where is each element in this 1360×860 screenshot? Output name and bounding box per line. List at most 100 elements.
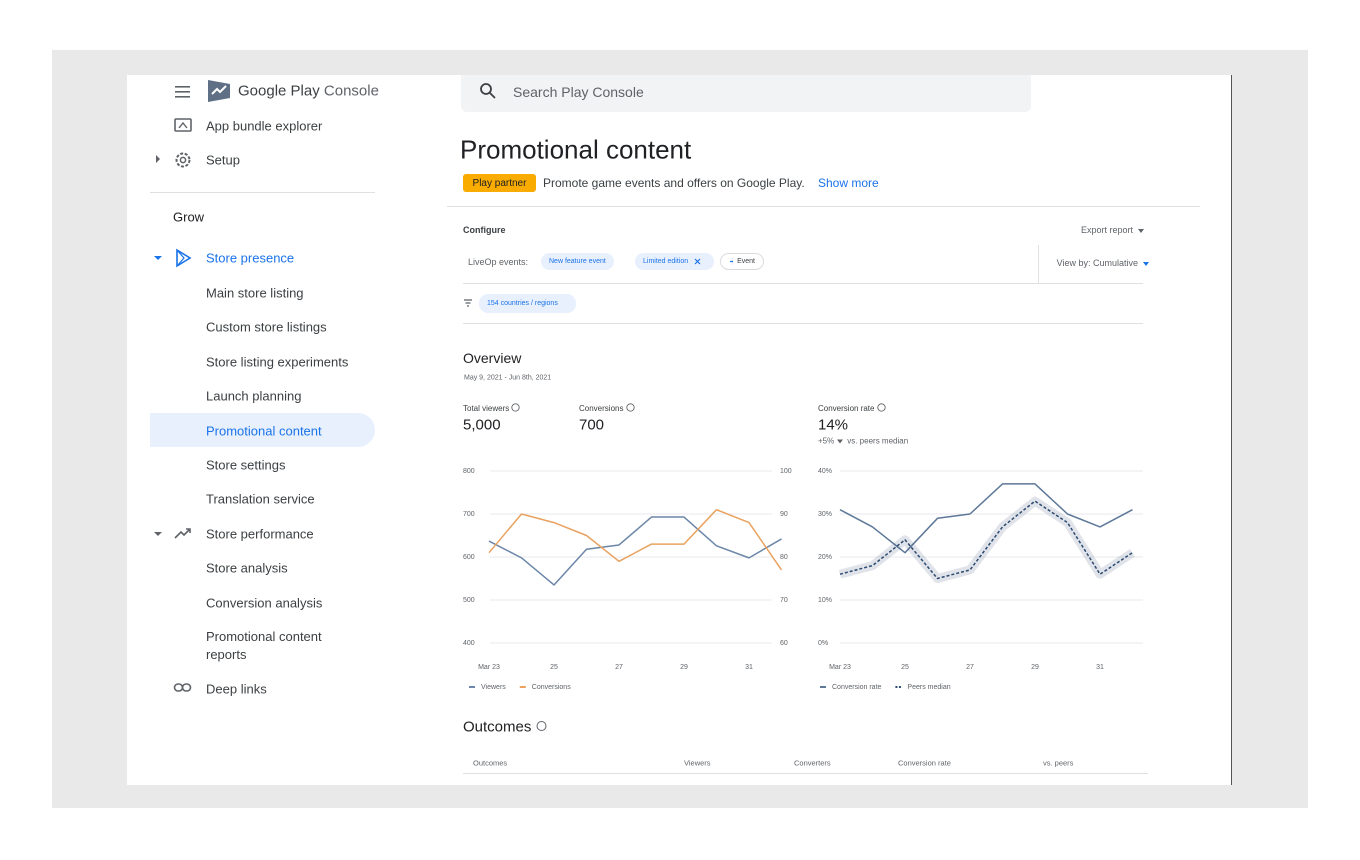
caret[interactable] [153, 530, 163, 538]
plus-icon [730, 258, 734, 265]
nav-item[interactable]: Promotional content reports [206, 629, 322, 662]
stat-label: Conversion rate [818, 403, 886, 413]
nav-item[interactable]: Store settings [206, 457, 286, 473]
description: Promote game events and offers on Google… [543, 176, 805, 190]
search-bar[interactable] [461, 75, 1031, 112]
x-tick-label: 25 [550, 664, 558, 671]
y-tick-label: 0% [818, 640, 828, 647]
view-by[interactable]: View by: Cumulative [1057, 258, 1149, 268]
legend-label: Viewers [481, 684, 506, 691]
configure-title: Configure [463, 225, 506, 235]
trend-icon [174, 528, 191, 539]
divider [463, 283, 1143, 284]
stat-delta: +5% vs. peers median [818, 437, 908, 446]
delta-note: vs. peers median [847, 436, 909, 446]
search-placeholder: Search Play Console [513, 84, 644, 100]
y2-tick-label: 80 [780, 554, 788, 561]
add-event-button[interactable]: Event [720, 253, 764, 270]
nav-item[interactable]: Store analysis [206, 560, 288, 576]
filter-chip[interactable]: 154 countries / regions [479, 294, 576, 313]
stat-value: 14% [818, 416, 849, 434]
column-header: vs. peers [1043, 758, 1074, 768]
nav-item[interactable]: Conversion analysis [206, 595, 323, 611]
y2-tick-label: 90 [780, 511, 788, 518]
chart: 400 500 600 700 800 60 70 80 90 100 Mar 23 25 27 29 31… [463, 468, 792, 691]
bundle-icon [174, 118, 192, 132]
link-icon [173, 683, 192, 692]
nav-item[interactable]: Store listing experiments [206, 354, 349, 370]
event-chip[interactable]: New feature event [541, 253, 614, 270]
view-by-label: View by: Cumulative [1056, 258, 1138, 268]
nav-item[interactable]: Launch planning [206, 388, 302, 404]
y-tick-label: 30% [818, 511, 832, 518]
series-line [488, 516, 782, 586]
chip-close[interactable] [693, 257, 702, 266]
y-tick-label: 40% [818, 468, 832, 475]
x-tick-label: Mar 23 [829, 664, 851, 671]
x-tick-label: 27 [966, 664, 974, 671]
export-report[interactable]: Export report [1081, 225, 1144, 235]
brand: Google Play Console [238, 83, 379, 100]
active-item-bg [150, 413, 375, 447]
x-tick-label: 31 [1096, 664, 1104, 671]
help-icon[interactable] [511, 403, 521, 412]
play-console-logo [208, 80, 230, 102]
delta-value: +5% [818, 436, 835, 446]
column-header: Conversion rate [898, 758, 951, 768]
y-tick-label: 400 [463, 640, 475, 647]
filter-icon[interactable] [463, 298, 473, 308]
divider [150, 192, 375, 193]
nav-item[interactable]: Main store listing [206, 285, 304, 301]
show-more-link[interactable]: Show more [818, 176, 879, 190]
event-chip[interactable]: Limited edition [635, 253, 714, 270]
y-tick-label: 600 [463, 554, 475, 561]
nav-item[interactable]: Store presence [206, 250, 295, 266]
x-tick-label: 27 [615, 664, 623, 671]
nav-item[interactable]: Deep links [206, 681, 267, 697]
nav-item[interactable]: App bundle explorer [206, 118, 323, 134]
outcomes-title-text: Outcomes [463, 718, 532, 736]
series-line [839, 500, 1133, 580]
nav-item-active[interactable]: Promotional content [206, 423, 322, 439]
series-line [488, 508, 783, 571]
brand-product: Console [323, 82, 379, 100]
column-header: Outcomes [473, 758, 508, 768]
nav-item[interactable]: Setup [206, 152, 240, 168]
date-range: May 9, 2021 - Jun 8th, 2021 [464, 374, 552, 382]
stat-label: Total viewers [463, 403, 521, 413]
nav-section: Grow [173, 209, 205, 225]
x-tick-label: Mar 23 [478, 664, 500, 671]
divider [447, 206, 1200, 207]
legend-label: Conversion rate [832, 684, 882, 691]
stat-value: 700 [579, 416, 605, 434]
brand-name: Google Play [238, 82, 320, 100]
badge: Play partner [463, 174, 536, 192]
caret[interactable] [154, 154, 162, 164]
divider [463, 773, 1148, 774]
y-tick-label: 20% [818, 554, 832, 561]
help-icon[interactable] [877, 403, 886, 412]
settings-icon [175, 152, 191, 168]
chip-label: Limited edition [643, 258, 689, 265]
help-icon[interactable] [626, 403, 635, 412]
x-tick-label: 29 [1031, 664, 1039, 671]
events-label: LiveOp events: [468, 257, 529, 267]
legend-label: Peers median [907, 684, 950, 691]
confidence-band [838, 496, 1135, 583]
menu-icon[interactable] [173, 84, 193, 100]
page-title: Promotional content [460, 134, 692, 165]
y2-tick-label: 100 [780, 468, 792, 475]
add-event-label: Event [737, 258, 755, 265]
export-label: Export report [1080, 225, 1133, 235]
nav-item[interactable]: Translation service [206, 491, 315, 507]
caret[interactable] [153, 254, 163, 262]
y2-tick-label: 60 [780, 640, 788, 647]
stat-label-text: Total viewers [463, 404, 510, 413]
nav-item[interactable]: Store performance [206, 526, 314, 542]
nav-item[interactable]: Custom store listings [206, 319, 327, 335]
stat-value: 5,000 [463, 416, 501, 434]
help-icon[interactable] [536, 721, 547, 732]
y-tick-label: 800 [463, 468, 475, 475]
